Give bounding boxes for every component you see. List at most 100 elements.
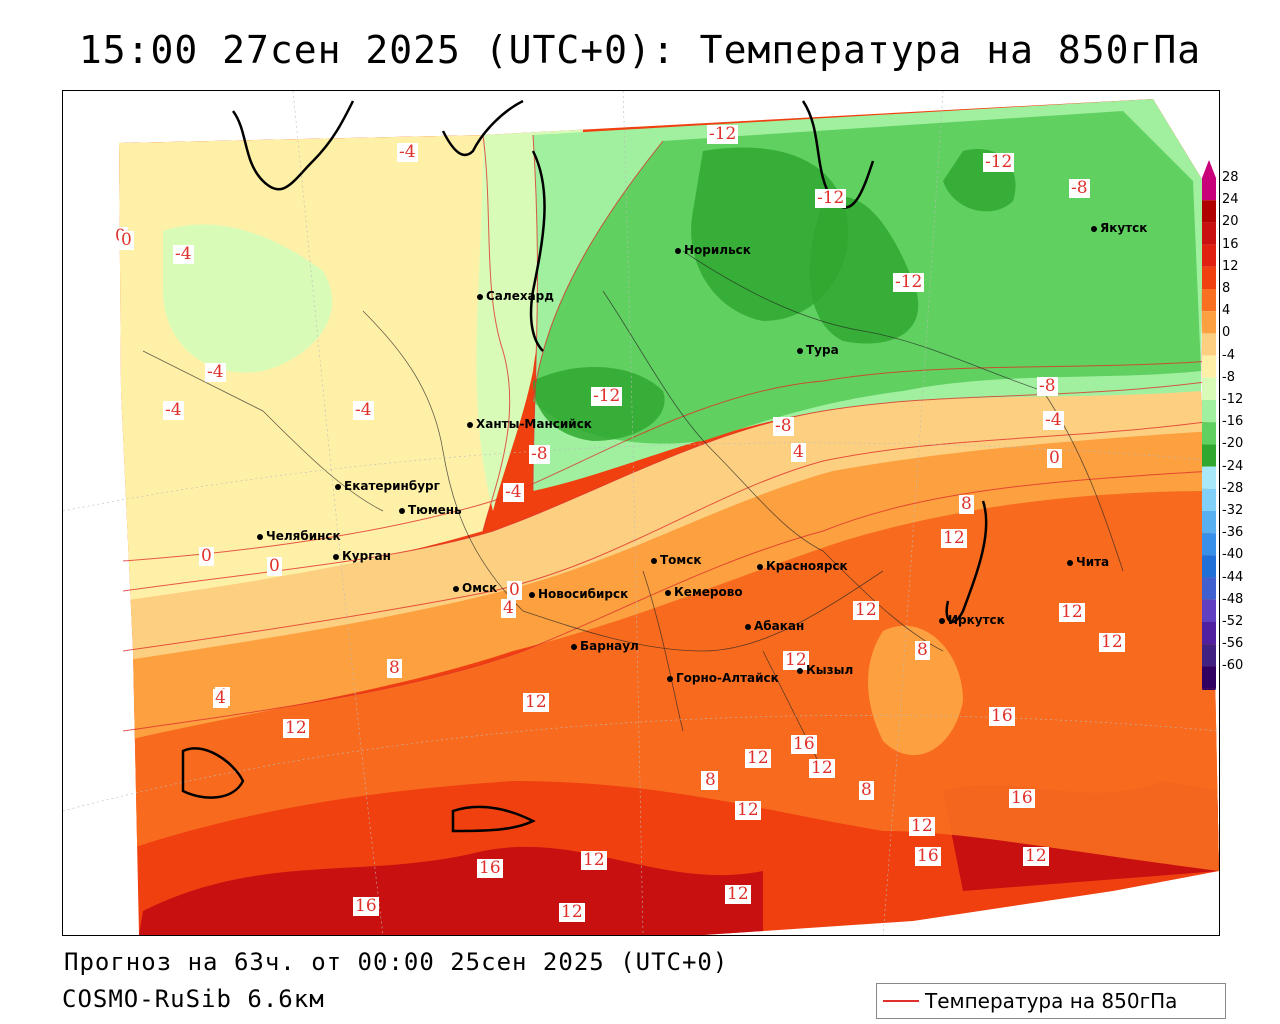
colorbar-swatch xyxy=(1202,622,1216,645)
city-marker: Ханты-Мансийск xyxy=(467,417,592,431)
isotherm-label: -12 xyxy=(591,386,623,406)
city-dot xyxy=(453,585,459,592)
isotherm-label: 0 xyxy=(507,580,522,600)
city-label: Красноярск xyxy=(766,559,848,573)
isotherm-label: -4 xyxy=(205,362,226,382)
colorbar-swatch xyxy=(1202,511,1216,534)
isotherm-label: 16 xyxy=(791,734,817,754)
city-marker: Тюмень xyxy=(399,503,462,517)
city-marker: Барнаул xyxy=(571,639,639,653)
city-dot xyxy=(399,507,405,514)
map-area[interactable]: -12 -12 -12 -12 -8 -4 -4 -4 -4 -4 -12 -8… xyxy=(62,90,1220,936)
colorbar-swatch xyxy=(1202,377,1216,400)
colorbar-tick-label: -52 xyxy=(1222,614,1244,629)
city-marker: Кемерово xyxy=(665,585,743,599)
isotherm-label: 12 xyxy=(735,800,761,820)
city-marker: Абакан xyxy=(745,619,804,633)
isotherm-label: 0 xyxy=(1047,448,1062,468)
colorbar-tick-label: -56 xyxy=(1222,636,1244,652)
city-marker: Салехард xyxy=(477,289,554,303)
isotherm-label: -12 xyxy=(815,188,847,208)
colorbar-tick-label: -28 xyxy=(1222,480,1244,496)
city-marker: Чита xyxy=(1067,555,1109,569)
city-marker: Челябинск xyxy=(257,529,341,543)
isotherm-label: 8 xyxy=(703,770,718,790)
city-label: Норильск xyxy=(684,243,751,257)
city-marker: Тура xyxy=(797,343,839,357)
isotherm-label: 12 xyxy=(283,718,309,738)
isotherm-label: 16 xyxy=(989,706,1015,726)
city-dot xyxy=(467,421,473,428)
isotherm-label: -12 xyxy=(893,272,925,292)
colorbar-tick-label: -40 xyxy=(1222,547,1244,563)
isotherm-label: 12 xyxy=(1099,632,1125,652)
city-dot xyxy=(667,675,673,682)
graticule xyxy=(63,91,1219,935)
isotherm-label: 12 xyxy=(1023,846,1049,866)
colorbar-swatch xyxy=(1202,422,1216,445)
isotherm-label: -4 xyxy=(1043,410,1064,430)
colorbar-tick-label: -24 xyxy=(1222,458,1244,474)
isotherm-label: 12 xyxy=(853,600,879,620)
colorbar-tick-label: -4 xyxy=(1222,347,1235,363)
isotherm-label: 12 xyxy=(559,902,585,922)
isotherm-label: -4 xyxy=(353,400,374,420)
colorbar-swatch xyxy=(1202,444,1216,467)
city-label: Тура xyxy=(806,343,839,357)
city-label: Челябинск xyxy=(266,529,341,543)
colorbar-tick-label: 4 xyxy=(1222,303,1231,319)
model-name: COSMO-RuSib 6.6км xyxy=(62,985,325,1013)
colorbar-tick-label: 24 xyxy=(1222,192,1239,208)
colorbar-swatch xyxy=(1202,488,1216,511)
colorbar-tick-label: -60 xyxy=(1222,658,1244,674)
city-dot xyxy=(675,247,681,254)
city-dot xyxy=(797,347,803,354)
colorbar-tick-label: -36 xyxy=(1222,525,1244,541)
city-marker: Норильск xyxy=(675,243,751,257)
isotherm-label: 12 xyxy=(725,884,751,904)
isotherm-label: 12 xyxy=(581,850,607,870)
city-dot xyxy=(745,623,751,630)
colorbar-swatch xyxy=(1202,200,1216,223)
colorbar-tick-label: 12 xyxy=(1222,258,1239,274)
map-title: 15:00 27сен 2025 (UTC+0): Температура на… xyxy=(78,28,1202,72)
colorbar-tick-label: 16 xyxy=(1222,236,1239,252)
city-label: Горно-Алтайск xyxy=(676,671,779,685)
city-label: Иркутск xyxy=(948,613,1005,627)
temperature-fill xyxy=(119,99,1219,935)
colorbar-swatch xyxy=(1202,355,1216,378)
colorbar-top-arrow xyxy=(1202,160,1216,178)
colorbar-swatch xyxy=(1202,555,1216,578)
colorbar-swatch xyxy=(1202,333,1216,356)
city-dot xyxy=(529,591,535,598)
isotherm-label: 4 xyxy=(791,442,806,462)
isotherm-label: -12 xyxy=(983,152,1015,172)
isotherm-label: 0 xyxy=(119,230,134,250)
temperature-field-map xyxy=(63,91,1219,935)
city-label: Барнаул xyxy=(580,639,639,653)
city-label: Абакан xyxy=(754,619,805,633)
isotherm-label: -8 xyxy=(1069,178,1090,198)
city-marker: Курган xyxy=(333,549,391,563)
isotherm-label: 12 xyxy=(523,692,549,712)
isotherm-label: 4 xyxy=(501,598,516,618)
colorbar-swatch xyxy=(1202,244,1216,267)
isotherm-label: 16 xyxy=(915,846,941,866)
city-dot xyxy=(939,617,945,624)
colorbar-tick-label: 8 xyxy=(1222,281,1231,296)
city-marker: Горно-Алтайск xyxy=(667,671,779,685)
isotherm-label: 0 xyxy=(199,546,214,566)
isotherm-label: -4 xyxy=(503,482,524,502)
colorbar-swatch xyxy=(1202,266,1216,289)
city-marker: Красноярск xyxy=(757,559,848,573)
city-label: Ханты-Мансийск xyxy=(476,417,592,431)
colorbar-tick-label: -20 xyxy=(1222,436,1244,452)
city-label: Омск xyxy=(462,581,498,595)
isotherm-label: 16 xyxy=(477,858,503,878)
city-dot xyxy=(1067,559,1073,566)
isotherm-label: 12 xyxy=(783,650,809,670)
isotherm-label: -8 xyxy=(773,416,794,436)
isotherm-lines xyxy=(122,134,1214,732)
legend-line-swatch xyxy=(883,1000,919,1002)
city-label: Томск xyxy=(660,553,702,567)
